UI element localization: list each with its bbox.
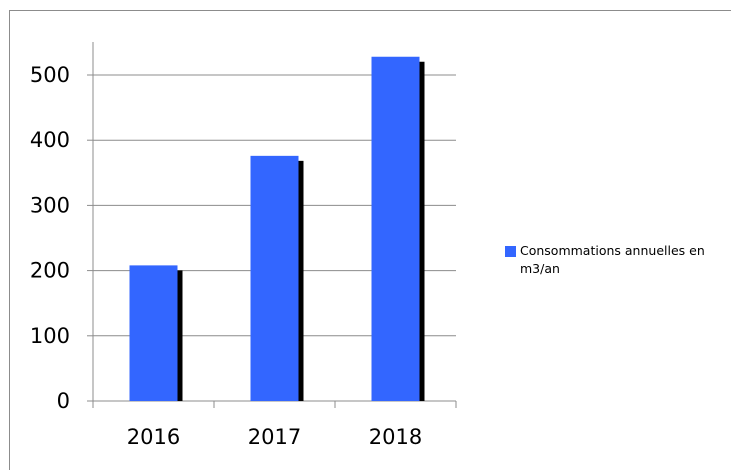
x-tick-label: 2016 [127,425,180,449]
bar-2018 [371,56,420,402]
chart-border [9,10,731,470]
legend-label: Consommations annuelles en m3/an [520,243,705,276]
y-tick-label: 100 [30,324,70,348]
bar-2017 [250,155,299,401]
x-tick-label: 2017 [248,425,301,449]
legend: Consommations annuelles en m3/an [505,242,731,278]
bars [129,56,425,402]
legend-swatch [505,246,516,257]
bar-2016 [129,265,178,401]
y-tick-labels: 0 100 200 300 400 500 [30,63,70,413]
y-tick-label: 300 [30,193,70,217]
y-tick-label: 400 [30,128,70,152]
y-tick-label: 500 [30,63,70,87]
x-tick-labels: 2016 2017 2018 [127,425,422,449]
y-tick-label: 0 [57,389,70,413]
y-tick-label: 200 [30,259,70,283]
x-tick-label: 2018 [369,425,422,449]
